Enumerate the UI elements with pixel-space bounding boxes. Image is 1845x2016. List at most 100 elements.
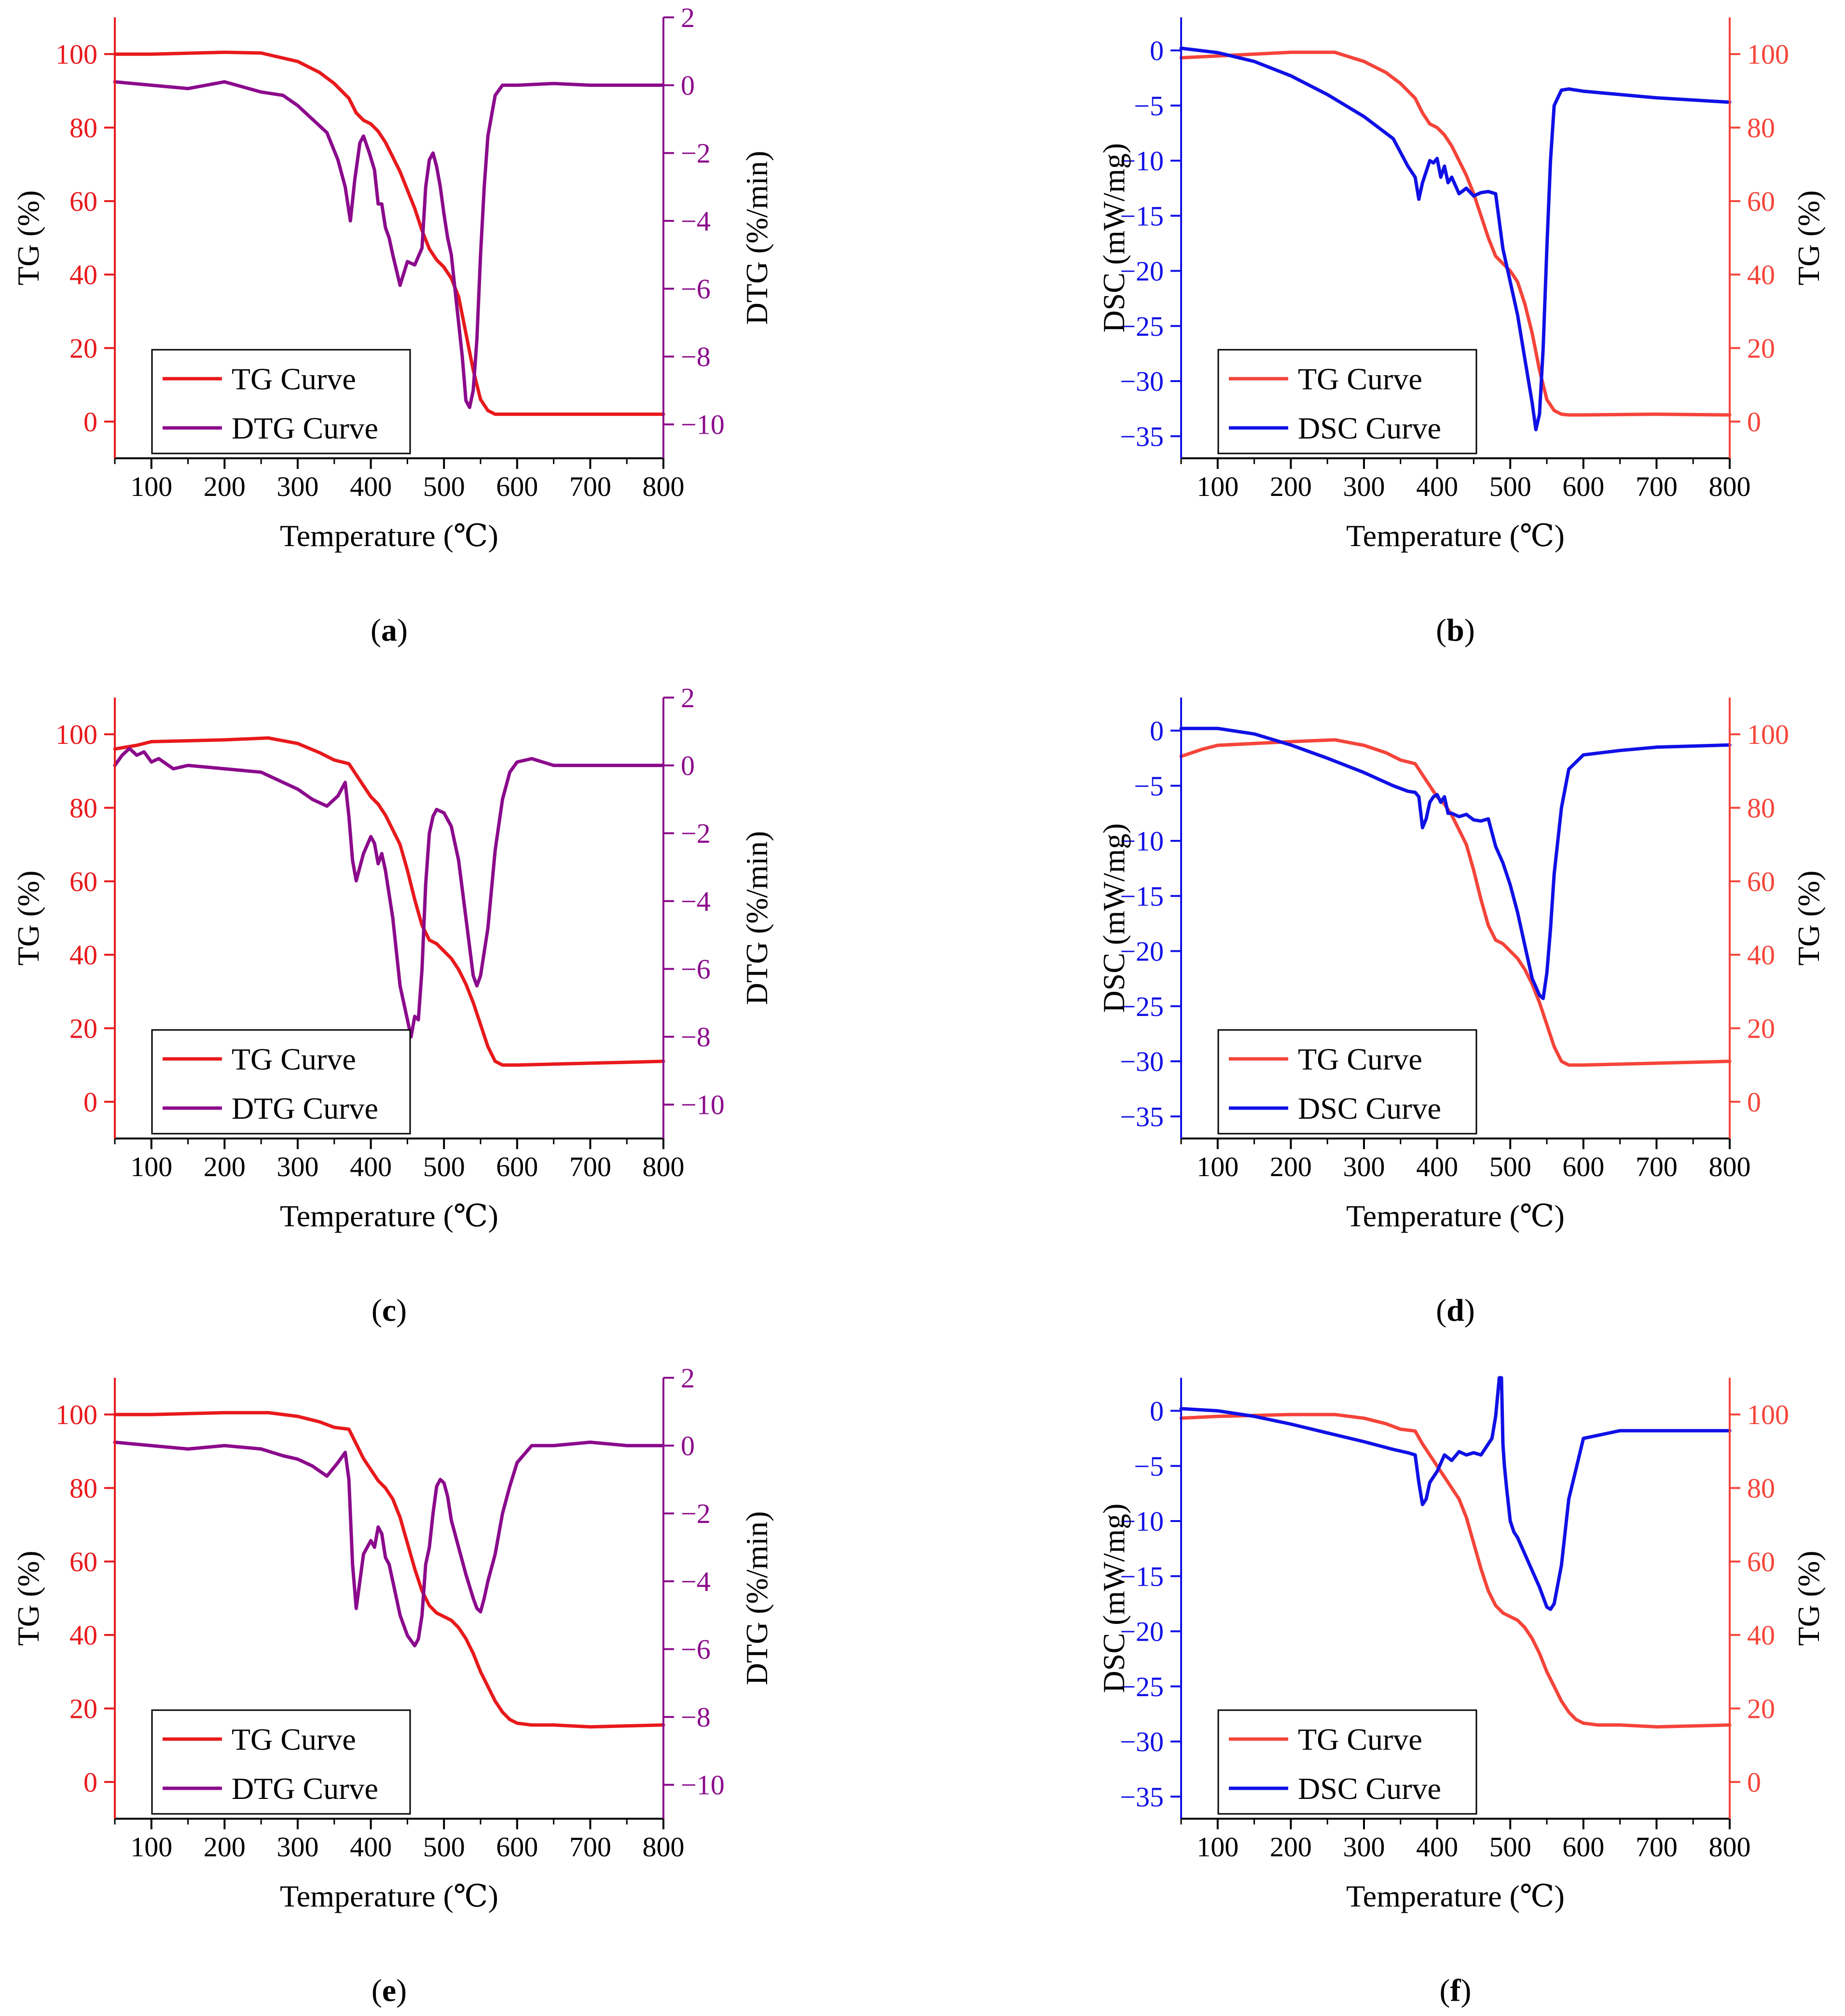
right-axis-title: TG (%) bbox=[1791, 1550, 1826, 1646]
x-tick-label: 200 bbox=[1270, 471, 1312, 502]
left-tick-label: 0 bbox=[83, 1086, 97, 1118]
left-tick-label: −25 bbox=[1120, 991, 1164, 1022]
panel-caption: (e) bbox=[372, 1973, 407, 2008]
right-tick-label: −4 bbox=[681, 1566, 711, 1597]
legend-box bbox=[151, 349, 411, 454]
left-tick-label: −35 bbox=[1120, 421, 1164, 452]
x-tick-label: 100 bbox=[1197, 1151, 1239, 1182]
left-tick-label: −15 bbox=[1120, 1561, 1164, 1592]
right-tick-label: 100 bbox=[1747, 39, 1789, 70]
x-tick-label: 200 bbox=[204, 1151, 246, 1182]
panel-caption-letter: e bbox=[382, 1973, 396, 2008]
right-tick-label: −10 bbox=[681, 1769, 725, 1801]
panel-c: 100 200 300 400 500 600 700 80002040608010020−2… bbox=[11, 682, 774, 1328]
legend-box bbox=[151, 1709, 411, 1815]
left-tick-label: 20 bbox=[69, 1013, 97, 1044]
left-tick-label: 100 bbox=[55, 39, 97, 70]
right-tick-label: 60 bbox=[1747, 186, 1775, 217]
left-tick-label: −25 bbox=[1120, 311, 1164, 342]
right-tick-label: 0 bbox=[1747, 406, 1761, 438]
left-tick-label: 0 bbox=[1150, 1396, 1164, 1427]
x-tick-label: 500 bbox=[1489, 471, 1531, 502]
legend-entry-label: DTG Curve bbox=[232, 411, 378, 445]
right-tick-label: −8 bbox=[681, 1021, 711, 1053]
legend-entry-label: TG Curve bbox=[1298, 1722, 1422, 1756]
x-tick-label: 700 bbox=[569, 1831, 611, 1863]
x-axis-title: Temperature (℃) bbox=[1346, 519, 1565, 553]
x-tick-label: 800 bbox=[643, 1151, 685, 1182]
x-tick-label: 300 bbox=[277, 1151, 319, 1182]
series-line-tg-curve bbox=[113, 736, 665, 1067]
left-tick-label: 0 bbox=[1150, 35, 1164, 67]
right-tick-label: 80 bbox=[1747, 112, 1775, 144]
panel-b: 100 200 300 400 500 600 700 8000−5−10−15−20−25−… bbox=[1097, 17, 1826, 648]
left-tick-label: 40 bbox=[69, 939, 97, 971]
x-tick-label: 600 bbox=[1562, 1151, 1604, 1182]
x-tick-label: 300 bbox=[277, 471, 319, 502]
x-tick-label: 600 bbox=[496, 1151, 538, 1182]
left-tick-label: 0 bbox=[83, 1767, 97, 1798]
left-axis-title: DSC (mW/mg) bbox=[1097, 1504, 1131, 1693]
x-tick-label: 700 bbox=[569, 471, 611, 502]
left-tick-label: −15 bbox=[1120, 880, 1164, 912]
left-tick-label: −20 bbox=[1120, 936, 1164, 967]
left-tick-label: −20 bbox=[1120, 1616, 1164, 1647]
right-tick-label: 2 bbox=[681, 682, 695, 713]
legend-entry-label: DTG Curve bbox=[232, 1771, 378, 1806]
right-tick-label: 100 bbox=[1747, 1399, 1789, 1430]
x-tick-label: 300 bbox=[1343, 1151, 1385, 1182]
x-tick-label: 400 bbox=[350, 1831, 392, 1863]
x-axis-title: Temperature (℃) bbox=[1346, 1879, 1565, 1913]
legend-entry-label: DSC Curve bbox=[1298, 1091, 1441, 1125]
right-tick-label: −6 bbox=[681, 273, 711, 304]
left-tick-label: −10 bbox=[1120, 1506, 1164, 1537]
left-tick-label: 60 bbox=[69, 1546, 97, 1577]
right-tick-label: −8 bbox=[681, 1701, 711, 1733]
x-tick-label: 400 bbox=[350, 1151, 392, 1182]
panel-caption-letter: c bbox=[382, 1293, 396, 1328]
left-tick-label: 100 bbox=[55, 719, 97, 750]
x-tick-label: 100 bbox=[130, 1151, 172, 1182]
x-axis-title: Temperature (℃) bbox=[280, 1879, 498, 1913]
series-line-tg-curve bbox=[1179, 1413, 1732, 1729]
x-tick-label: 300 bbox=[1343, 471, 1385, 502]
right-tick-label: 0 bbox=[1747, 1086, 1761, 1118]
panel-caption: (f) bbox=[1440, 1973, 1472, 2008]
series-line-dsc-curve bbox=[1179, 1376, 1732, 1611]
right-tick-label: 100 bbox=[1747, 719, 1789, 750]
right-axis-title: DTG (%/min) bbox=[740, 831, 774, 1005]
x-tick-label: 400 bbox=[1416, 471, 1458, 502]
right-tick-label: 0 bbox=[1747, 1767, 1761, 1798]
x-tick-label: 700 bbox=[1636, 471, 1678, 502]
left-tick-label: 80 bbox=[69, 1473, 97, 1504]
right-tick-label: 40 bbox=[1747, 1619, 1775, 1651]
right-tick-label: 80 bbox=[1747, 793, 1775, 824]
left-tick-label: −35 bbox=[1120, 1101, 1164, 1132]
series-line-tg-curve bbox=[113, 50, 665, 416]
right-tick-label: −6 bbox=[681, 1633, 711, 1665]
right-tick-label: 60 bbox=[1747, 866, 1775, 897]
left-tick-label: 0 bbox=[1150, 715, 1164, 747]
right-tick-label: 0 bbox=[681, 70, 695, 101]
panel-caption: (b) bbox=[1436, 613, 1475, 648]
series-line-dsc-curve bbox=[1179, 46, 1732, 432]
x-tick-label: 500 bbox=[1489, 1831, 1531, 1863]
legend-box bbox=[1217, 1029, 1477, 1135]
left-tick-label: 40 bbox=[69, 259, 97, 290]
left-tick-label: −20 bbox=[1120, 256, 1164, 287]
panel-caption: (d) bbox=[1436, 1293, 1475, 1328]
left-axis-title: TG (%) bbox=[11, 190, 45, 285]
left-tick-label: 100 bbox=[55, 1399, 97, 1430]
left-tick-label: −25 bbox=[1120, 1671, 1164, 1702]
panel-caption-letter: b bbox=[1446, 613, 1464, 648]
legend-entry-label: TG Curve bbox=[1298, 362, 1422, 396]
x-tick-label: 100 bbox=[130, 471, 172, 502]
panel-d: 100 200 300 400 500 600 700 8000−5−10−15−20−25−… bbox=[1097, 698, 1826, 1328]
x-tick-label: 200 bbox=[1270, 1151, 1312, 1182]
left-tick-label: −5 bbox=[1134, 1451, 1164, 1482]
right-tick-label: −4 bbox=[681, 206, 711, 237]
panel-a: 100 200 300 400 500 600 700 80002040608010020−2… bbox=[11, 2, 774, 648]
left-tick-label: 60 bbox=[69, 866, 97, 897]
x-tick-label: 100 bbox=[130, 1831, 172, 1863]
